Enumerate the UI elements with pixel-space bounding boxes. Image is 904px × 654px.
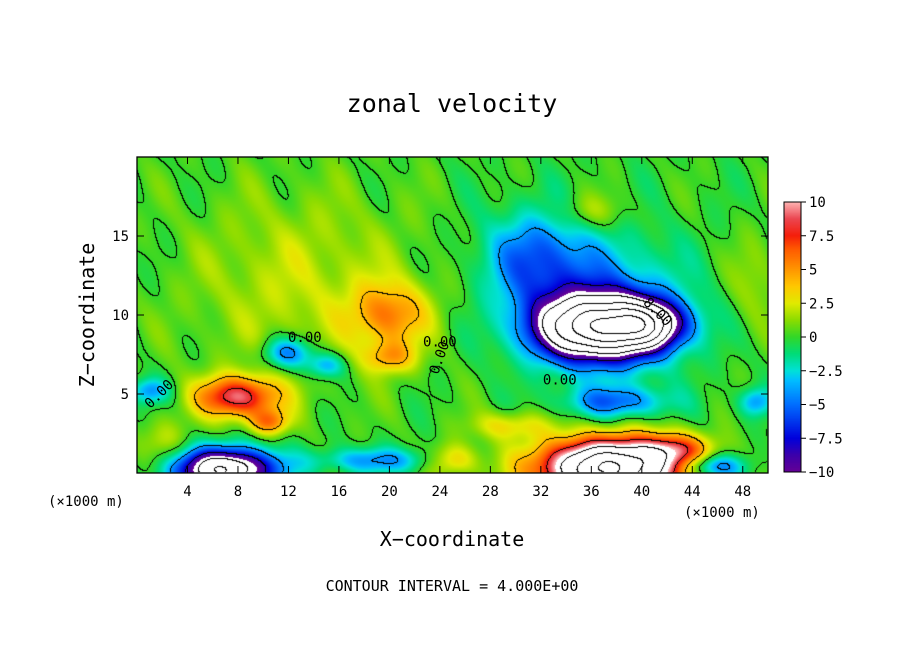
plot-canvas-wrapper	[137, 157, 768, 473]
x-tick-label: 24	[431, 484, 448, 500]
x-tick-label: 28	[482, 484, 499, 500]
colorbar-tick-label: −5	[809, 398, 826, 414]
colorbar	[784, 202, 801, 472]
x-axis-title: X−coordinate	[380, 527, 525, 551]
colorbar-tick-label: −10	[809, 465, 834, 481]
contour-interval-note: CONTOUR INTERVAL = 4.000E+00	[326, 577, 579, 595]
x-tick-label: 4	[183, 484, 191, 500]
colorbar-tick-label: 5	[809, 263, 817, 279]
x-axis-ticks: 4 8 12 16 20 24 28 32 36 40 44 48	[183, 157, 751, 500]
y-axis-title: Z−coordinate	[75, 243, 99, 388]
x-axis-unit-left: (×1000 m)	[48, 494, 124, 510]
x-axis-unit-right: (×1000 m)	[684, 505, 760, 521]
colorbar-tick-label: 2.5	[809, 296, 834, 312]
colorbar-tick-label: 7.5	[809, 229, 834, 245]
colorbar-tick-label: −2.5	[809, 364, 843, 380]
y-tick-label: 15	[112, 229, 129, 245]
colorbar-tick-label: −7.5	[809, 431, 843, 447]
x-tick-label: 16	[330, 484, 347, 500]
x-tick-label: 12	[280, 484, 297, 500]
contour-label: 0.00	[543, 373, 577, 389]
contour-label: 0.00	[288, 330, 322, 346]
chart-title: zonal velocity	[347, 89, 558, 118]
contour-label: 0.00	[423, 335, 457, 351]
y-axis-ticks: 5 10 15	[112, 229, 768, 403]
colorbar-ticks: 10 7.5 5 2.5 0 −2.5 −5 −7.5 −10	[801, 195, 843, 481]
colorbar-wrapper	[784, 202, 801, 472]
x-tick-label: 36	[583, 484, 600, 500]
x-tick-label: 48	[734, 484, 751, 500]
x-tick-label: 20	[381, 484, 398, 500]
x-tick-label: 44	[684, 484, 701, 500]
colorbar-tick-label: 10	[809, 195, 826, 211]
colorbar-tick-label: 0	[809, 330, 817, 346]
x-tick-label: 8	[234, 484, 242, 500]
velocity-field-heatmap	[137, 157, 768, 473]
x-tick-label: 40	[633, 484, 650, 500]
y-tick-label: 5	[121, 387, 129, 403]
x-tick-label: 32	[532, 484, 549, 500]
y-tick-label: 10	[112, 308, 129, 324]
